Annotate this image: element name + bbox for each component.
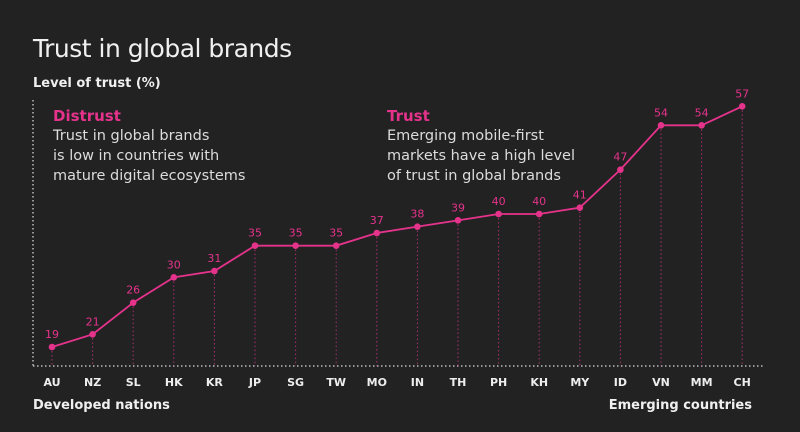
data-point [129,299,137,306]
data-point [373,229,381,237]
x-tick-label: PH [490,376,507,389]
data-point [48,343,56,351]
data-label: 21 [86,315,100,328]
data-label: 40 [532,195,546,208]
data-point [576,204,584,211]
x-left-label: Developed nations [33,398,170,413]
annotation-line: mature digital ecosystems [53,168,246,184]
x-tick-label: CH [734,376,751,389]
series-line [51,105,743,348]
x-tick-label: TH [450,376,467,389]
data-label: 26 [126,284,140,297]
data-label: 54 [695,106,709,119]
data-label: 37 [370,214,384,227]
annotation-line: markets have a high level [387,148,576,164]
annotation-heading: Trust [387,107,430,125]
data-label: 41 [573,189,587,202]
data-label: 39 [451,201,465,214]
data-point [495,210,502,218]
data-point [738,103,746,110]
data-point [292,242,299,249]
data-point [617,166,624,173]
y-axis-label: Level of trust (%) [33,76,161,91]
data-point [251,242,259,249]
data-label: 40 [492,195,506,208]
data-point [170,274,178,281]
annotation-line: Trust in global brands [53,128,210,144]
x-right-label: Emerging countries [608,398,752,413]
data-point [698,122,705,129]
annotation-distrust: Distrust Trust in global brands is low i… [53,106,245,186]
annotation-heading: Distrust [53,107,121,125]
data-label: 35 [329,227,343,240]
data-point [89,331,96,338]
annotation-trust: Trust Emerging mobile-first markets have… [387,106,575,186]
data-label: 35 [248,227,262,240]
x-tick-label: MO [367,376,387,389]
data-label: 30 [167,258,181,271]
x-tick-label: MY [570,376,590,389]
x-tick-label: NZ [84,376,101,389]
x-tick-label: KH [530,376,548,389]
annotation-line: is low in countries with [53,148,220,164]
x-tick-label: IN [411,376,424,389]
x-tick-label: AU [43,376,60,389]
x-tick-label: ID [614,376,627,389]
x-tick-label: SG [287,376,304,389]
x-tick-label: VN [652,376,670,389]
x-tick-label: SL [126,376,141,389]
x-tick-label: JP [248,376,261,389]
x-tick-label: MM [691,376,713,389]
data-label: 35 [289,227,303,240]
data-point [657,122,665,129]
data-point [535,210,543,218]
x-tick-label: HK [165,376,183,389]
data-label: 57 [735,87,749,100]
data-label: 54 [654,106,668,119]
x-tick-label: KR [206,376,224,389]
data-point [211,267,218,275]
x-tick-label: TW [326,376,346,389]
data-label: 47 [613,151,627,164]
data-label: 19 [45,328,59,341]
annotation-line: Emerging mobile-first [387,128,544,144]
data-label: 31 [207,252,221,265]
annotation-line: of trust in global brands [387,168,561,184]
data-label: 38 [410,208,424,221]
data-point [332,242,340,249]
data-point [454,217,462,224]
chart-title: Trust in global brands [33,34,292,63]
data-point [414,223,421,230]
